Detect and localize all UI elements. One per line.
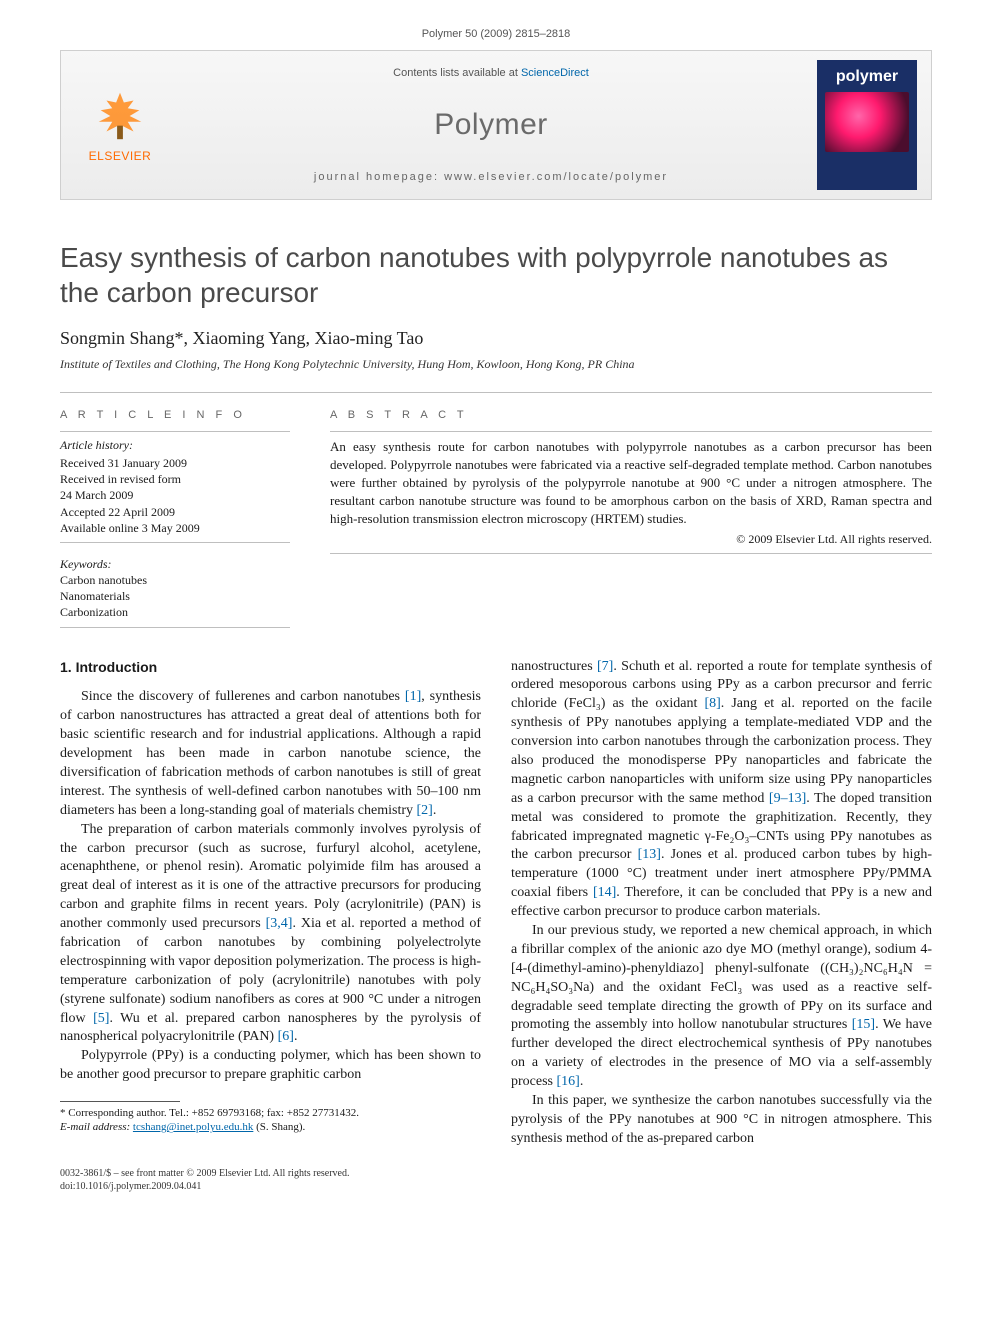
rule — [60, 431, 290, 432]
abstract-copyright: © 2009 Elsevier Ltd. All rights reserved… — [330, 532, 932, 547]
history-line: Received 31 January 2009 — [60, 455, 290, 471]
keyword: Carbon nanotubes — [60, 572, 290, 588]
abstract-text: An easy synthesis route for carbon nanot… — [330, 438, 932, 528]
running-head: Polymer 50 (2009) 2815–2818 — [0, 0, 992, 50]
meta-row: A R T I C L E I N F O Article history: R… — [60, 399, 932, 634]
article-info-heading: A R T I C L E I N F O — [60, 409, 290, 421]
history-line: Accepted 22 April 2009 — [60, 504, 290, 520]
paragraph: The preparation of carbon materials comm… — [60, 821, 481, 1048]
rule — [60, 542, 290, 543]
contents-prefix: Contents lists available at — [393, 67, 521, 79]
email-label: E-mail address: — [60, 1121, 133, 1133]
paragraph: In this paper, we synthesize the carbon … — [511, 1092, 932, 1149]
elsevier-tree-icon — [91, 87, 149, 145]
journal-banner: ELSEVIER Contents lists available at Sci… — [60, 50, 932, 200]
homepage-url: www.elsevier.com/locate/polymer — [444, 171, 668, 183]
keyword: Carbonization — [60, 604, 290, 620]
paragraph: Since the discovery of fullerenes and ca… — [60, 688, 481, 820]
corresponding-author-footnote: * Corresponding author. Tel.: +852 69793… — [60, 1106, 481, 1135]
cover-image-icon — [825, 92, 909, 152]
section-heading: 1. Introduction — [60, 658, 481, 677]
paragraph: In our previous study, we reported a new… — [511, 922, 932, 1092]
section-title: Introduction — [76, 659, 158, 675]
homepage-label: journal homepage: — [314, 171, 444, 183]
footnote-separator — [60, 1101, 180, 1102]
rule — [60, 627, 290, 628]
banner-center: Contents lists available at ScienceDirec… — [165, 61, 817, 189]
journal-cover: polymer — [817, 60, 917, 190]
author-list: Songmin Shang*, Xiaoming Yang, Xiao-ming… — [60, 328, 932, 349]
page-footer-meta: 0032-3861/$ – see front matter © 2009 El… — [60, 1167, 932, 1193]
cover-title: polymer — [836, 68, 898, 86]
footnote-email-line: E-mail address: tcshang@inet.polyu.edu.h… — [60, 1120, 481, 1134]
paragraph: Polypyrrole (PPy) is a conducting polyme… — [60, 1047, 481, 1085]
doi-line: doi:10.1016/j.polymer.2009.04.041 — [60, 1180, 932, 1193]
history-line: Available online 3 May 2009 — [60, 520, 290, 536]
journal-homepage: journal homepage: www.elsevier.com/locat… — [165, 171, 817, 183]
section-number: 1. — [60, 659, 72, 675]
email-link[interactable]: tcshang@inet.polyu.edu.hk — [133, 1121, 253, 1133]
publisher-label: ELSEVIER — [89, 149, 152, 163]
affiliation: Institute of Textiles and Clothing, The … — [60, 357, 932, 372]
keywords-label: Keywords: — [60, 557, 290, 572]
publisher-block: ELSEVIER — [75, 87, 165, 163]
email-suffix: (S. Shang). — [253, 1121, 305, 1133]
paragraph: nanostructures [7]. Schuth et al. report… — [511, 658, 932, 922]
article-info-block: A R T I C L E I N F O Article history: R… — [60, 399, 290, 634]
rule — [330, 553, 932, 554]
sciencedirect-link[interactable]: ScienceDirect — [521, 67, 589, 79]
contents-line: Contents lists available at ScienceDirec… — [165, 67, 817, 79]
history-line: Received in revised form — [60, 471, 290, 487]
rule — [60, 392, 932, 393]
abstract-heading: A B S T R A C T — [330, 409, 932, 421]
body-columns: 1. Introduction Since the discovery of f… — [60, 658, 932, 1149]
history-label: Article history: — [60, 438, 290, 453]
abstract-block: A B S T R A C T An easy synthesis route … — [330, 399, 932, 634]
article-title: Easy synthesis of carbon nanotubes with … — [60, 240, 932, 310]
rule — [330, 431, 932, 432]
issn-line: 0032-3861/$ – see front matter © 2009 El… — [60, 1167, 932, 1180]
journal-name: Polymer — [165, 108, 817, 142]
footnote-line: * Corresponding author. Tel.: +852 69793… — [60, 1106, 481, 1120]
keyword: Nanomaterials — [60, 588, 290, 604]
article-body: Easy synthesis of carbon nanotubes with … — [0, 240, 992, 1233]
history-line: 24 March 2009 — [60, 487, 290, 503]
